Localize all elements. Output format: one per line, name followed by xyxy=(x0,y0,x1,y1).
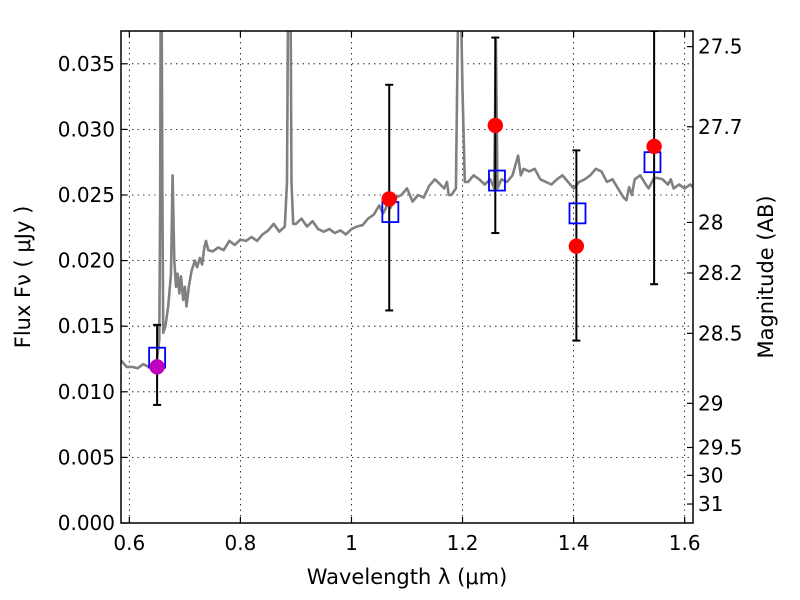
y-tick-label: 0.020 xyxy=(58,249,115,273)
right-y-tick-label: 27.7 xyxy=(698,115,743,139)
grid xyxy=(121,31,693,523)
observed-point xyxy=(487,117,504,134)
x-tick-label: 0.8 xyxy=(224,531,256,555)
x-tick-label: 1.6 xyxy=(669,531,701,555)
y-axis-title: Flux Fν ( μJy ) xyxy=(11,206,35,349)
right-y-tick-label: 28 xyxy=(698,210,723,234)
right-y-tick-label: 30 xyxy=(698,463,723,487)
model-square-marker xyxy=(643,151,662,174)
right-y-tick-label: 28.2 xyxy=(698,261,743,285)
observed-point xyxy=(381,191,397,207)
y-tick-label: 0.015 xyxy=(58,314,115,338)
x-axis-title: Wavelength λ (μm) xyxy=(307,565,508,589)
plot-frame xyxy=(120,30,694,524)
y-tick-label: 0.000 xyxy=(58,511,115,535)
right-y-tick-label: 29.5 xyxy=(698,435,743,459)
plot-area xyxy=(121,31,693,406)
y-tick-label: 0.010 xyxy=(58,380,115,404)
spectrum-line xyxy=(121,31,693,370)
model-square-marker xyxy=(488,169,506,192)
y-tick-label: 0.035 xyxy=(58,52,115,76)
x-tick-label: 1.4 xyxy=(558,531,590,555)
observed-point xyxy=(646,138,662,155)
right-y-tick-label: 29 xyxy=(698,391,723,415)
x-tick-label: 1.2 xyxy=(447,531,479,555)
observed-point xyxy=(568,238,585,254)
y-tick-label: 0.025 xyxy=(58,183,115,207)
observed-point xyxy=(149,359,165,375)
y-tick-label: 0.005 xyxy=(58,445,115,469)
axes: 0.6 0.8 1 1.2 1.4 1.6 0.000 0.005 0.010 0.015 0.02… xyxy=(58,31,743,555)
x-tick-label: 1 xyxy=(345,531,358,555)
model-square-marker xyxy=(568,202,587,225)
right-y-tick-label: 28.5 xyxy=(698,321,743,345)
right-y-tick-label: 27.5 xyxy=(698,35,743,59)
y-tick-label: 0.030 xyxy=(58,117,115,141)
x-tick-label: 0.6 xyxy=(113,531,145,555)
right-y-axis-title: Magnitude (AB) xyxy=(754,195,778,358)
right-y-tick-label: 31 xyxy=(698,492,723,516)
